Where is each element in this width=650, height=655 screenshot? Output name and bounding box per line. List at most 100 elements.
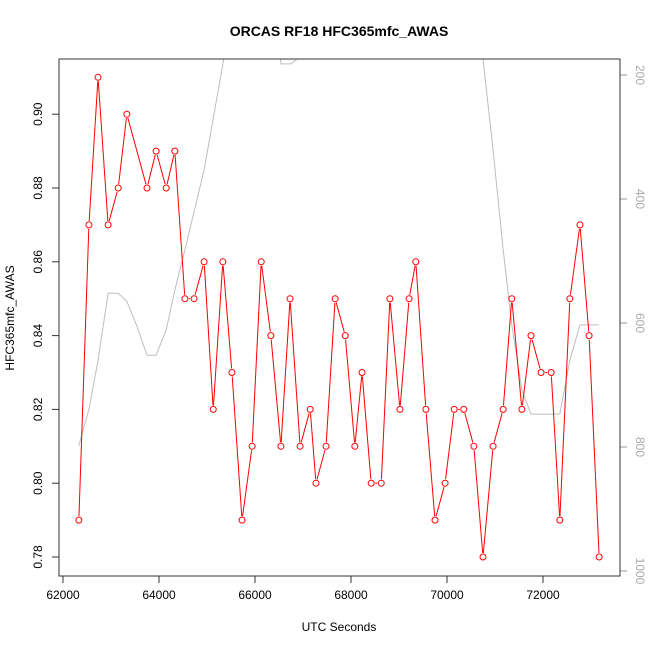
y-axis-label: HFC365mfc_AWAS bbox=[3, 265, 17, 370]
series-segment bbox=[194, 265, 204, 295]
data-point bbox=[367, 479, 375, 487]
series-segment bbox=[127, 117, 147, 185]
series-segment bbox=[222, 265, 233, 369]
x-axis-label: UTC Seconds bbox=[302, 620, 377, 634]
plot-frame bbox=[58, 58, 621, 577]
data-point bbox=[351, 442, 359, 450]
series-segment bbox=[300, 413, 310, 443]
data-point bbox=[267, 332, 275, 340]
series-segment bbox=[511, 302, 523, 406]
series-segment bbox=[473, 450, 484, 554]
x-tick-label: 72000 bbox=[526, 588, 560, 602]
data-point bbox=[547, 369, 555, 376]
series-segment bbox=[425, 413, 436, 517]
data-point bbox=[556, 516, 564, 524]
altitude-line bbox=[78, 59, 600, 446]
series-segment bbox=[108, 191, 118, 222]
series-segment bbox=[166, 154, 175, 185]
series-segment bbox=[464, 413, 474, 443]
chart-title: ORCAS RF18 HFC365mfc_AWAS bbox=[230, 23, 449, 39]
data-point bbox=[422, 405, 430, 413]
data-point bbox=[228, 369, 236, 376]
data-point bbox=[200, 258, 208, 266]
series-segment bbox=[380, 302, 391, 480]
series-segment bbox=[559, 302, 571, 517]
data-point bbox=[219, 258, 227, 266]
data-point bbox=[358, 369, 366, 376]
series-segment bbox=[531, 339, 541, 369]
data-point bbox=[460, 405, 468, 413]
data-point bbox=[85, 221, 93, 229]
y-tick-label: 0.88 bbox=[31, 176, 45, 200]
data-point bbox=[94, 73, 102, 81]
series-segment bbox=[389, 302, 401, 406]
series-segment bbox=[409, 265, 416, 295]
data-point bbox=[595, 553, 603, 561]
data-point bbox=[209, 405, 217, 413]
data-point bbox=[306, 405, 314, 413]
series-segment bbox=[415, 265, 427, 406]
data-point bbox=[75, 516, 83, 524]
data-point bbox=[238, 516, 246, 524]
series-segment bbox=[289, 302, 301, 443]
data-point bbox=[190, 295, 198, 303]
series-segment bbox=[445, 413, 455, 480]
data-point bbox=[152, 147, 160, 155]
data-point bbox=[470, 442, 478, 450]
series-segment bbox=[174, 155, 186, 295]
y-tick-label: 0.90 bbox=[31, 102, 45, 126]
y-tick-label: 0.80 bbox=[31, 471, 45, 495]
series-segment bbox=[97, 81, 109, 221]
data-point bbox=[441, 479, 449, 487]
data-point bbox=[576, 221, 584, 229]
right-tick-label: 1000 bbox=[633, 558, 647, 585]
data-point bbox=[331, 295, 339, 303]
series-segment bbox=[550, 376, 561, 517]
data-point bbox=[527, 332, 535, 340]
series-segment bbox=[242, 450, 253, 517]
data-point bbox=[312, 479, 320, 487]
data-point bbox=[412, 258, 420, 266]
series-segment bbox=[502, 302, 512, 406]
series-segment bbox=[345, 339, 355, 443]
data-point bbox=[396, 405, 404, 413]
x-tick-label: 68000 bbox=[334, 588, 368, 602]
data-point bbox=[566, 295, 574, 303]
data-point bbox=[296, 442, 304, 450]
series-segment bbox=[280, 302, 291, 443]
series-segment bbox=[588, 339, 600, 554]
series-segment bbox=[78, 228, 90, 517]
series-segment bbox=[354, 376, 363, 443]
right-tick-label: 800 bbox=[633, 437, 647, 457]
x-tick-label: 66000 bbox=[238, 588, 272, 602]
series-segment bbox=[493, 413, 503, 443]
y-tick-label: 0.84 bbox=[31, 324, 45, 348]
data-point bbox=[143, 184, 151, 192]
data-point bbox=[585, 332, 593, 340]
series-segment bbox=[325, 302, 336, 443]
data-point bbox=[377, 479, 385, 487]
series-segment bbox=[316, 450, 326, 480]
right-tick-label: 600 bbox=[633, 313, 647, 333]
x-tick-label: 70000 bbox=[430, 588, 464, 602]
series-segment bbox=[361, 376, 372, 480]
data-point bbox=[508, 295, 516, 303]
data-point bbox=[499, 405, 507, 413]
right-tick-label: 200 bbox=[633, 65, 647, 85]
y-tick-label: 0.86 bbox=[31, 250, 45, 274]
data-point bbox=[286, 295, 294, 303]
series-segment bbox=[213, 265, 224, 406]
series-segment bbox=[310, 413, 317, 480]
x-tick-label: 64000 bbox=[142, 588, 176, 602]
data-point bbox=[277, 442, 285, 450]
data-point bbox=[181, 295, 189, 303]
series-segment bbox=[156, 154, 166, 185]
series-segment bbox=[261, 265, 271, 332]
data-point bbox=[537, 369, 545, 376]
series-segment bbox=[521, 339, 532, 406]
series-segment bbox=[118, 118, 127, 185]
series-segment bbox=[482, 450, 494, 554]
series-segment bbox=[335, 302, 345, 332]
